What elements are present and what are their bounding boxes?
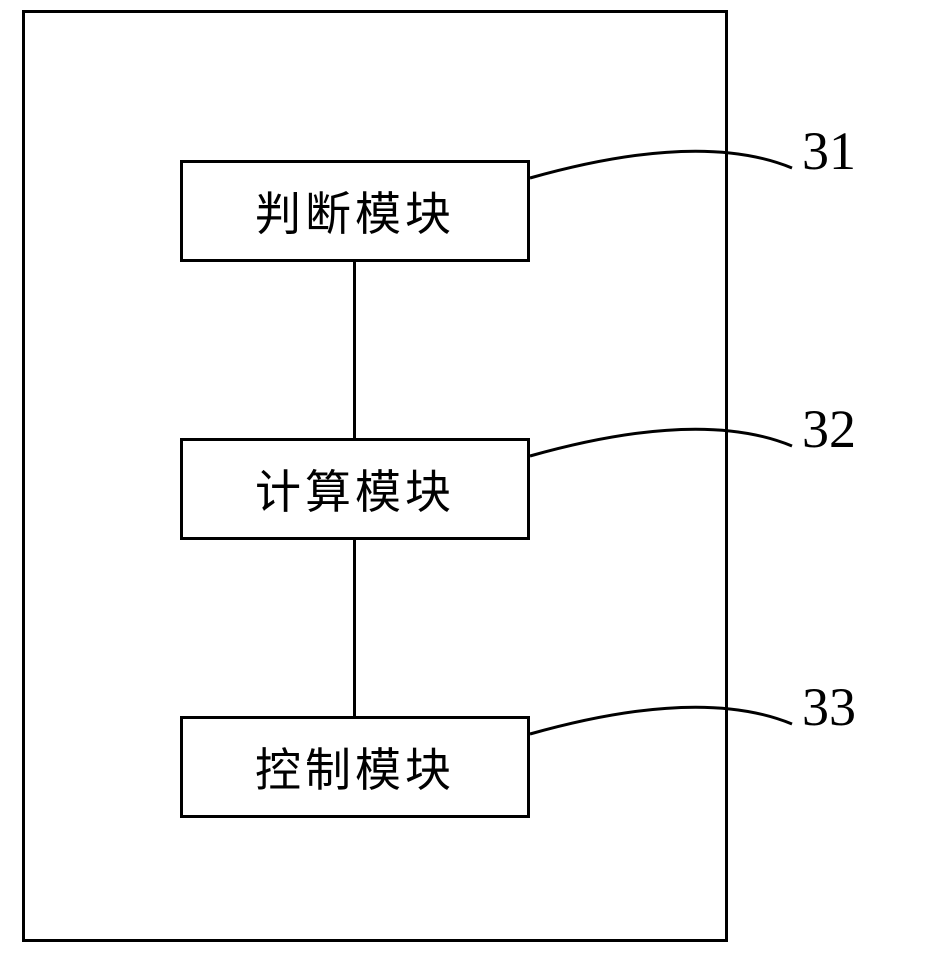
connector-1-2 xyxy=(353,262,356,438)
diagram-canvas: 判断模块 31 计算模块 32 控制模块 33 xyxy=(0,0,942,965)
connector-2-3 xyxy=(353,540,356,716)
ref-label-3: 33 xyxy=(802,676,856,738)
module-label-1: 判断模块 xyxy=(255,178,455,244)
module-box-1: 判断模块 xyxy=(180,160,530,262)
module-label-3: 控制模块 xyxy=(255,734,455,800)
ref-label-1: 31 xyxy=(802,120,856,182)
module-box-2: 计算模块 xyxy=(180,438,530,540)
ref-label-2: 32 xyxy=(802,398,856,460)
module-label-2: 计算模块 xyxy=(255,456,455,522)
module-box-3: 控制模块 xyxy=(180,716,530,818)
